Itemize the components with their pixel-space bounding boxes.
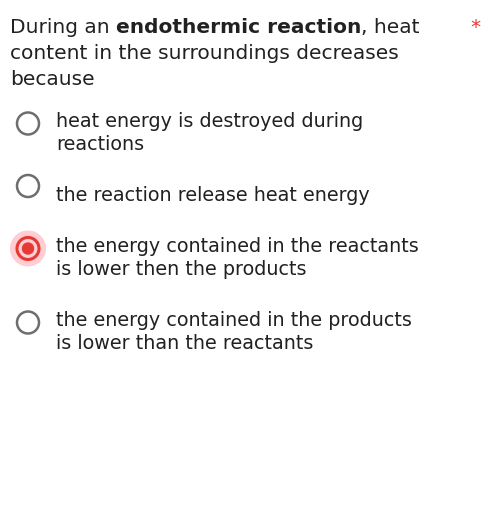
Text: the reaction release heat energy: the reaction release heat energy: [56, 186, 370, 205]
Text: the energy contained in the reactants: the energy contained in the reactants: [56, 237, 419, 256]
Text: heat energy is destroyed during: heat energy is destroyed during: [56, 112, 363, 131]
Circle shape: [22, 243, 33, 254]
Text: , heat: , heat: [361, 18, 420, 37]
Text: the energy contained in the products: the energy contained in the products: [56, 311, 412, 330]
Text: endothermic reaction: endothermic reaction: [116, 18, 361, 37]
Text: reactions: reactions: [56, 135, 144, 154]
Text: During an: During an: [10, 18, 116, 37]
Text: because: because: [10, 70, 95, 89]
Text: is lower than the reactants: is lower than the reactants: [56, 334, 313, 353]
Circle shape: [10, 231, 46, 266]
Text: content in the surroundings decreases: content in the surroundings decreases: [10, 44, 399, 63]
Text: *: *: [470, 18, 480, 37]
Text: is lower then the products: is lower then the products: [56, 260, 306, 279]
